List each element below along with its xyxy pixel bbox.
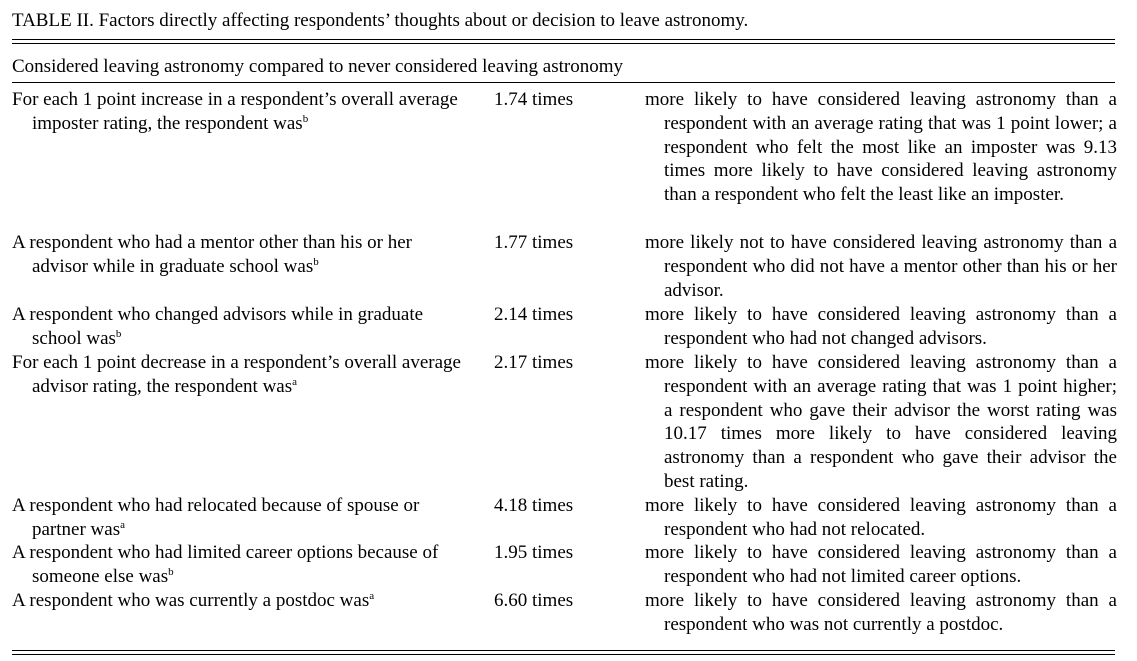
factor-cell: A respondent who had relocated because o… (12, 494, 466, 541)
times-cell: 1.77 times (494, 232, 574, 253)
bottom-rule-2 (12, 654, 1115, 655)
factor-text: A respondent who had limited career opti… (12, 542, 439, 587)
times-cell: 1.74 times (494, 89, 574, 110)
table-row: A respondent who had a mentor other than… (12, 231, 1122, 303)
effect-cell: more likely to have considered leaving a… (645, 89, 1117, 206)
times-cell: 4.18 times (494, 495, 574, 516)
footnote-mark: a (292, 375, 298, 388)
footnote-mark: b (302, 112, 309, 125)
factor-text: A respondent who had relocated because o… (12, 495, 420, 540)
footnote-mark: b (168, 565, 174, 578)
table-row: A respondent who changed advisors while … (12, 303, 1122, 351)
footnote-mark: a (369, 590, 375, 602)
effect-cell: more likely to have considered leaving a… (645, 352, 1117, 492)
factor-text: A respondent who changed advisors while … (12, 304, 424, 349)
effect-cell: more likely to have considered leaving a… (645, 590, 1117, 635)
times-cell: 2.14 times (494, 304, 574, 325)
table-row: A respondent who had relocated because o… (12, 494, 1122, 541)
effect-cell: more likely to have considered leaving a… (645, 304, 1117, 349)
factor-cell: For each 1 point increase in a responden… (12, 88, 466, 231)
top-rule-1 (12, 39, 1115, 40)
factor-text: A respondent who was currently a postdoc… (12, 590, 370, 611)
factor-cell: A respondent who changed advisors while … (12, 303, 466, 351)
footnote-mark: b (313, 255, 319, 268)
table-row: A respondent who had limited career opti… (12, 541, 1122, 589)
times-cell: 1.95 times (494, 542, 574, 563)
subheading-rule (12, 82, 1115, 83)
factor-cell: A respondent who had limited career opti… (12, 541, 466, 589)
table-caption: TABLE II. Factors directly affecting res… (12, 10, 749, 31)
factor-text: For each 1 point decrease in a responden… (12, 352, 461, 397)
effect-cell: more likely to have considered leaving a… (645, 495, 1117, 540)
factor-text: For each 1 point increase in a responden… (12, 89, 458, 134)
times-cell: 2.17 times (494, 352, 574, 373)
effect-cell: more likely to have considered leaving a… (645, 542, 1117, 587)
footnote-mark: a (120, 518, 125, 531)
table-row: A respondent who was currently a postdoc… (12, 589, 1122, 637)
factor-cell: For each 1 point decrease in a responden… (12, 351, 466, 494)
table-row: For each 1 point decrease in a responden… (12, 351, 1122, 494)
factor-text: A respondent who had a mentor other than… (12, 232, 412, 277)
factor-cell: A respondent who had a mentor other than… (12, 231, 466, 303)
bottom-rule-1 (12, 650, 1115, 651)
table-row: For each 1 point increase in a responden… (12, 88, 1122, 231)
top-rule-2 (12, 43, 1115, 44)
times-cell: 6.60 times (494, 590, 574, 611)
table-body: For each 1 point increase in a responden… (12, 88, 1122, 637)
factor-cell: A respondent who was currently a postdoc… (12, 589, 466, 637)
footnote-mark: b (115, 327, 122, 340)
table-subheading: Considered leaving astronomy compared to… (12, 56, 623, 77)
effect-cell: more likely not to have considered leavi… (645, 232, 1117, 301)
